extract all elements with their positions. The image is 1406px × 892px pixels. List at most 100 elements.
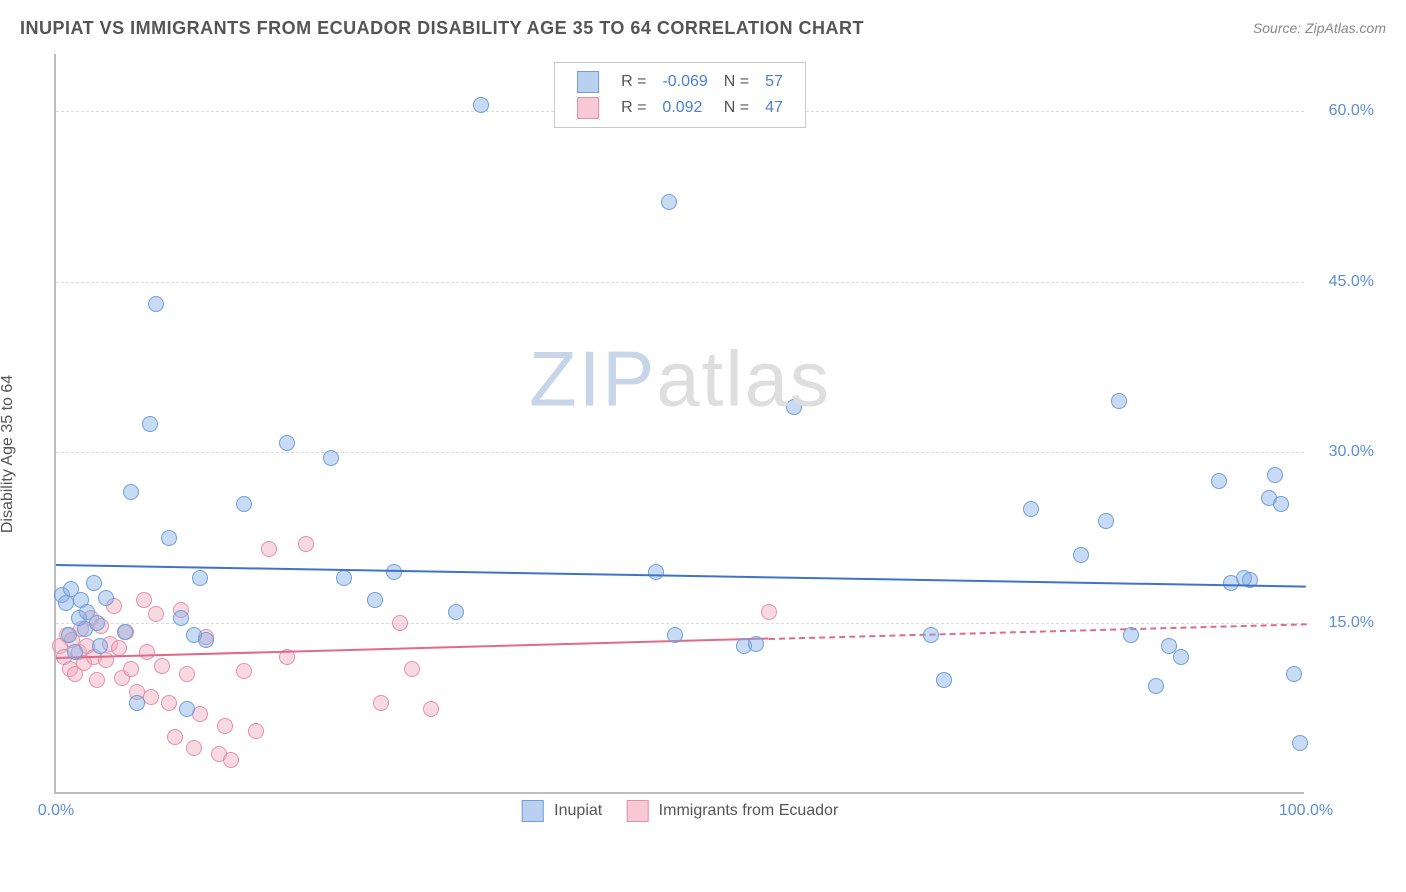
y-axis-label: Disability Age 35 to 64 (0, 375, 17, 533)
plot-area: ZIPatlas R =-0.069N =57R =0.092N =47 Inu… (54, 54, 1304, 794)
legend-r-label: R = (613, 95, 654, 121)
y-tick-label: 60.0% (1329, 102, 1374, 120)
ecuador-point (148, 606, 164, 622)
ecuador-point (248, 723, 264, 739)
legend-label: Inupiat (554, 802, 602, 819)
inupiat-point (1273, 496, 1289, 512)
source-label: Source: ZipAtlas.com (1253, 20, 1386, 36)
inupiat-point (173, 610, 189, 626)
legend-n-label: N = (716, 69, 757, 95)
inupiat-point (386, 564, 402, 580)
inupiat-point (98, 590, 114, 606)
legend-swatch (626, 800, 648, 822)
inupiat-point (923, 627, 939, 643)
inupiat-point (198, 632, 214, 648)
ecuador-point (217, 718, 233, 734)
legend-swatch (577, 71, 599, 93)
inupiat-point (161, 530, 177, 546)
legend-item: Immigrants from Ecuador (626, 800, 838, 822)
inupiat-point (117, 624, 133, 640)
inupiat-point (58, 595, 74, 611)
inupiat-point (473, 97, 489, 113)
legend-n-value: 57 (757, 69, 791, 95)
legend-swatch (522, 800, 544, 822)
legend-n-value: 47 (757, 95, 791, 121)
ecuador-point (143, 689, 159, 705)
inupiat-point (1111, 393, 1127, 409)
legend-row: R =0.092N =47 (569, 95, 791, 121)
y-tick-label: 15.0% (1329, 614, 1374, 632)
legend-swatch (577, 97, 599, 119)
chart-container: Disability Age 35 to 64 ZIPatlas R =-0.0… (20, 54, 1386, 854)
inupiat-point (89, 615, 105, 631)
ecuador-point (123, 661, 139, 677)
inupiat-point (61, 627, 77, 643)
inupiat-point (936, 672, 952, 688)
inupiat-point (336, 570, 352, 586)
legend-n-label: N = (716, 95, 757, 121)
chart-title: INUPIAT VS IMMIGRANTS FROM ECUADOR DISAB… (20, 18, 864, 38)
inupiat-point (786, 399, 802, 415)
inupiat-point (1173, 649, 1189, 665)
inupiat-point (1098, 513, 1114, 529)
inupiat-point (1286, 666, 1302, 682)
inupiat-point (367, 592, 383, 608)
ecuador-trend-line (768, 623, 1306, 640)
inupiat-point (748, 636, 764, 652)
inupiat-point (667, 627, 683, 643)
ecuador-point (373, 695, 389, 711)
inupiat-point (323, 450, 339, 466)
ecuador-point (139, 644, 155, 660)
inupiat-point (1148, 678, 1164, 694)
gridline (56, 623, 1304, 624)
inupiat-point (448, 604, 464, 620)
inupiat-point (142, 416, 158, 432)
inupiat-point (192, 570, 208, 586)
inupiat-point (661, 194, 677, 210)
ecuador-point (236, 663, 252, 679)
inupiat-point (123, 484, 139, 500)
inupiat-point (1292, 735, 1308, 751)
ecuador-point (179, 666, 195, 682)
ecuador-point (423, 701, 439, 717)
inupiat-point (236, 496, 252, 512)
ecuador-point (136, 592, 152, 608)
inupiat-point (1073, 547, 1089, 563)
legend-r-value: 0.092 (654, 95, 715, 121)
ecuador-point (89, 672, 105, 688)
inupiat-point (179, 701, 195, 717)
gridline (56, 452, 1304, 453)
inupiat-point (648, 564, 664, 580)
ecuador-point (404, 661, 420, 677)
ecuador-point (761, 604, 777, 620)
ecuador-point (186, 740, 202, 756)
ecuador-trend-line (56, 638, 769, 659)
inupiat-point (86, 575, 102, 591)
inupiat-point (1023, 501, 1039, 517)
y-tick-label: 45.0% (1329, 273, 1374, 291)
inupiat-trend-line (56, 564, 1306, 588)
ecuador-point (261, 541, 277, 557)
inupiat-point (92, 638, 108, 654)
inupiat-point (67, 644, 83, 660)
legend-row: R =-0.069N =57 (569, 69, 791, 95)
legend-item: Inupiat (522, 800, 603, 822)
ecuador-point (111, 640, 127, 656)
x-tick-label: 0.0% (38, 802, 74, 820)
inupiat-point (1211, 473, 1227, 489)
x-tick-label: 100.0% (1279, 802, 1333, 820)
legend-series: Inupiat Immigrants from Ecuador (510, 800, 851, 822)
ecuador-point (223, 752, 239, 768)
ecuador-point (98, 652, 114, 668)
ecuador-point (154, 658, 170, 674)
ecuador-point (167, 729, 183, 745)
inupiat-point (279, 435, 295, 451)
inupiat-point (129, 695, 145, 711)
legend-correlation: R =-0.069N =57R =0.092N =47 (554, 62, 806, 128)
gridline (56, 282, 1304, 283)
y-tick-label: 30.0% (1329, 443, 1374, 461)
legend-r-value: -0.069 (654, 69, 715, 95)
ecuador-point (298, 536, 314, 552)
inupiat-point (148, 296, 164, 312)
legend-r-label: R = (613, 69, 654, 95)
